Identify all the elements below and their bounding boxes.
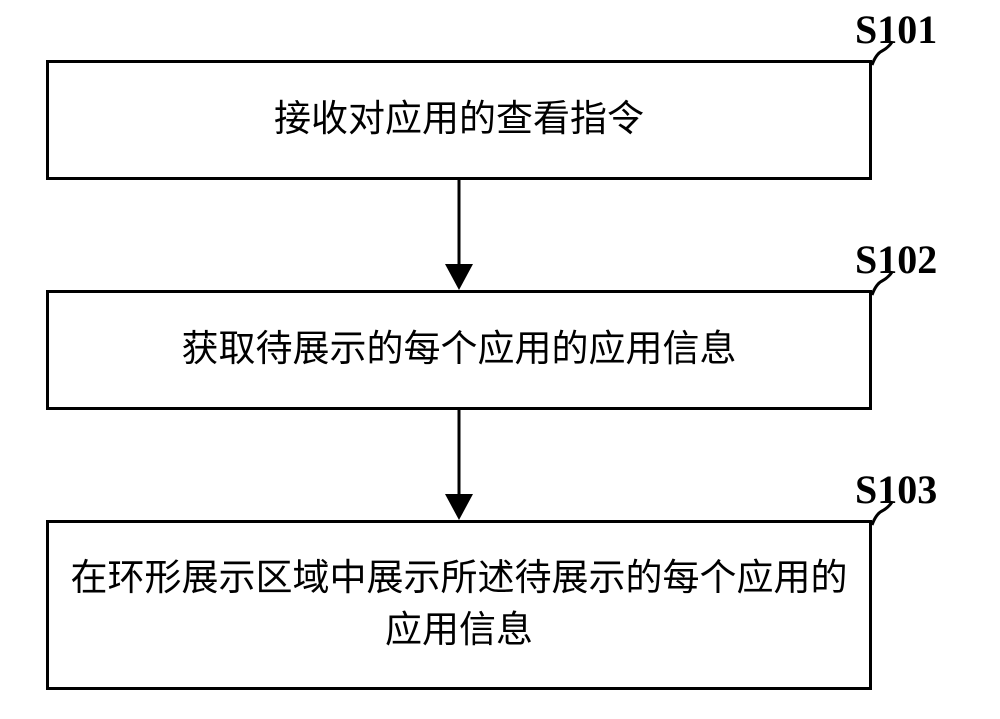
step-text-s103: 在环形展示区域中展示所述待展示的每个应用的应用信息 (69, 553, 849, 657)
step-box-s102: 获取待展示的每个应用的应用信息 (46, 290, 872, 410)
step-label-s102: S102 (855, 236, 937, 283)
step-text-s102: 获取待展示的每个应用的应用信息 (182, 324, 737, 376)
flowchart-canvas: 接收对应用的查看指令 S101 获取待展示的每个应用的应用信息 S102 在环形… (0, 0, 1000, 719)
step-text-s101: 接收对应用的查看指令 (274, 94, 644, 146)
step-box-s101: 接收对应用的查看指令 (46, 60, 872, 180)
step-label-s101: S101 (855, 6, 937, 53)
step-label-s103: S103 (855, 466, 937, 513)
step-box-s103: 在环形展示区域中展示所述待展示的每个应用的应用信息 (46, 520, 872, 690)
